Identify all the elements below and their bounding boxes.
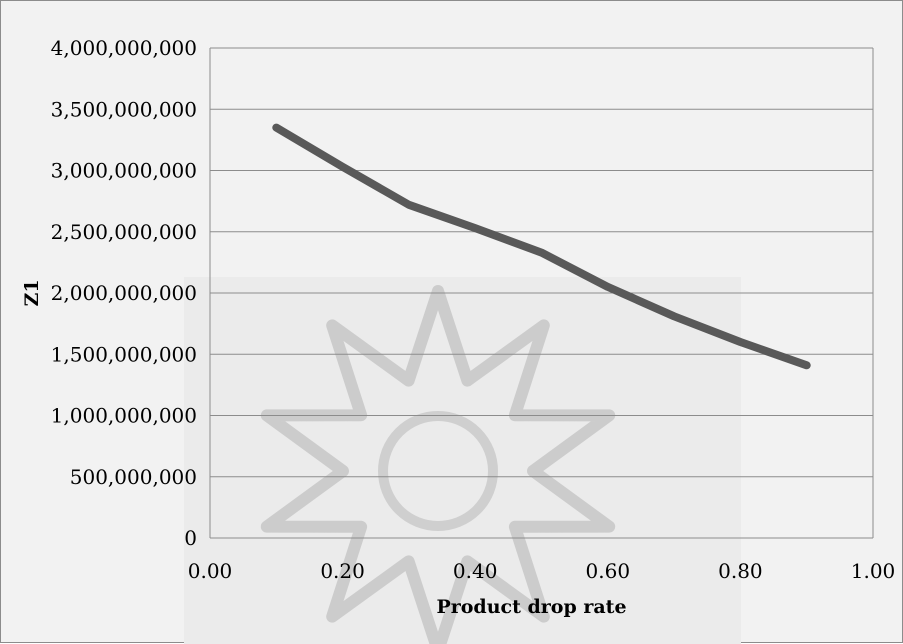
data-point bbox=[408, 204, 410, 206]
y-tick-label: 3,000,000,000 bbox=[51, 159, 197, 183]
y-tick-label: 0 bbox=[184, 526, 197, 550]
series-lines bbox=[272, 123, 811, 370]
y-axis-title: Z1 bbox=[21, 279, 43, 306]
data-point bbox=[607, 286, 609, 288]
x-tick-labels: 0.00 0.20 0.40 0.60 0.80 1.00 bbox=[188, 559, 896, 583]
watermark-logo bbox=[184, 277, 741, 644]
y-tick-label: 4,000,000,000 bbox=[51, 36, 197, 60]
x-tick-label: 1.00 bbox=[851, 559, 896, 583]
y-tick-label: 2,000,000,000 bbox=[51, 281, 197, 305]
gridlines bbox=[209, 47, 874, 539]
data-point bbox=[806, 364, 808, 366]
x-tick-label: 0.80 bbox=[718, 559, 763, 583]
x-axis-title: Product drop rate bbox=[436, 596, 626, 618]
data-point bbox=[275, 127, 277, 129]
y-tick-labels: 0 500,000,000 1,000,000,000 1,500,000,000 2,… bbox=[51, 36, 197, 550]
x-tick-label: 0.60 bbox=[586, 559, 631, 583]
data-point bbox=[541, 252, 542, 254]
x-tick-label: 0.20 bbox=[320, 559, 365, 583]
watermark-panel bbox=[184, 277, 741, 644]
data-point bbox=[673, 315, 675, 317]
y-tick-label: 1,000,000,000 bbox=[51, 404, 197, 428]
y-tick-label: 2,500,000,000 bbox=[51, 220, 197, 244]
x-tick-label: 0.40 bbox=[453, 559, 498, 583]
y-tick-label: 1,500,000,000 bbox=[51, 342, 197, 366]
data-point bbox=[342, 166, 344, 168]
data-point bbox=[739, 341, 741, 343]
y-tick-label: 3,500,000,000 bbox=[51, 97, 197, 121]
x-tick-label: 0.00 bbox=[188, 559, 233, 583]
y-tick-label: 500,000,000 bbox=[70, 465, 197, 489]
data-point bbox=[474, 227, 476, 229]
